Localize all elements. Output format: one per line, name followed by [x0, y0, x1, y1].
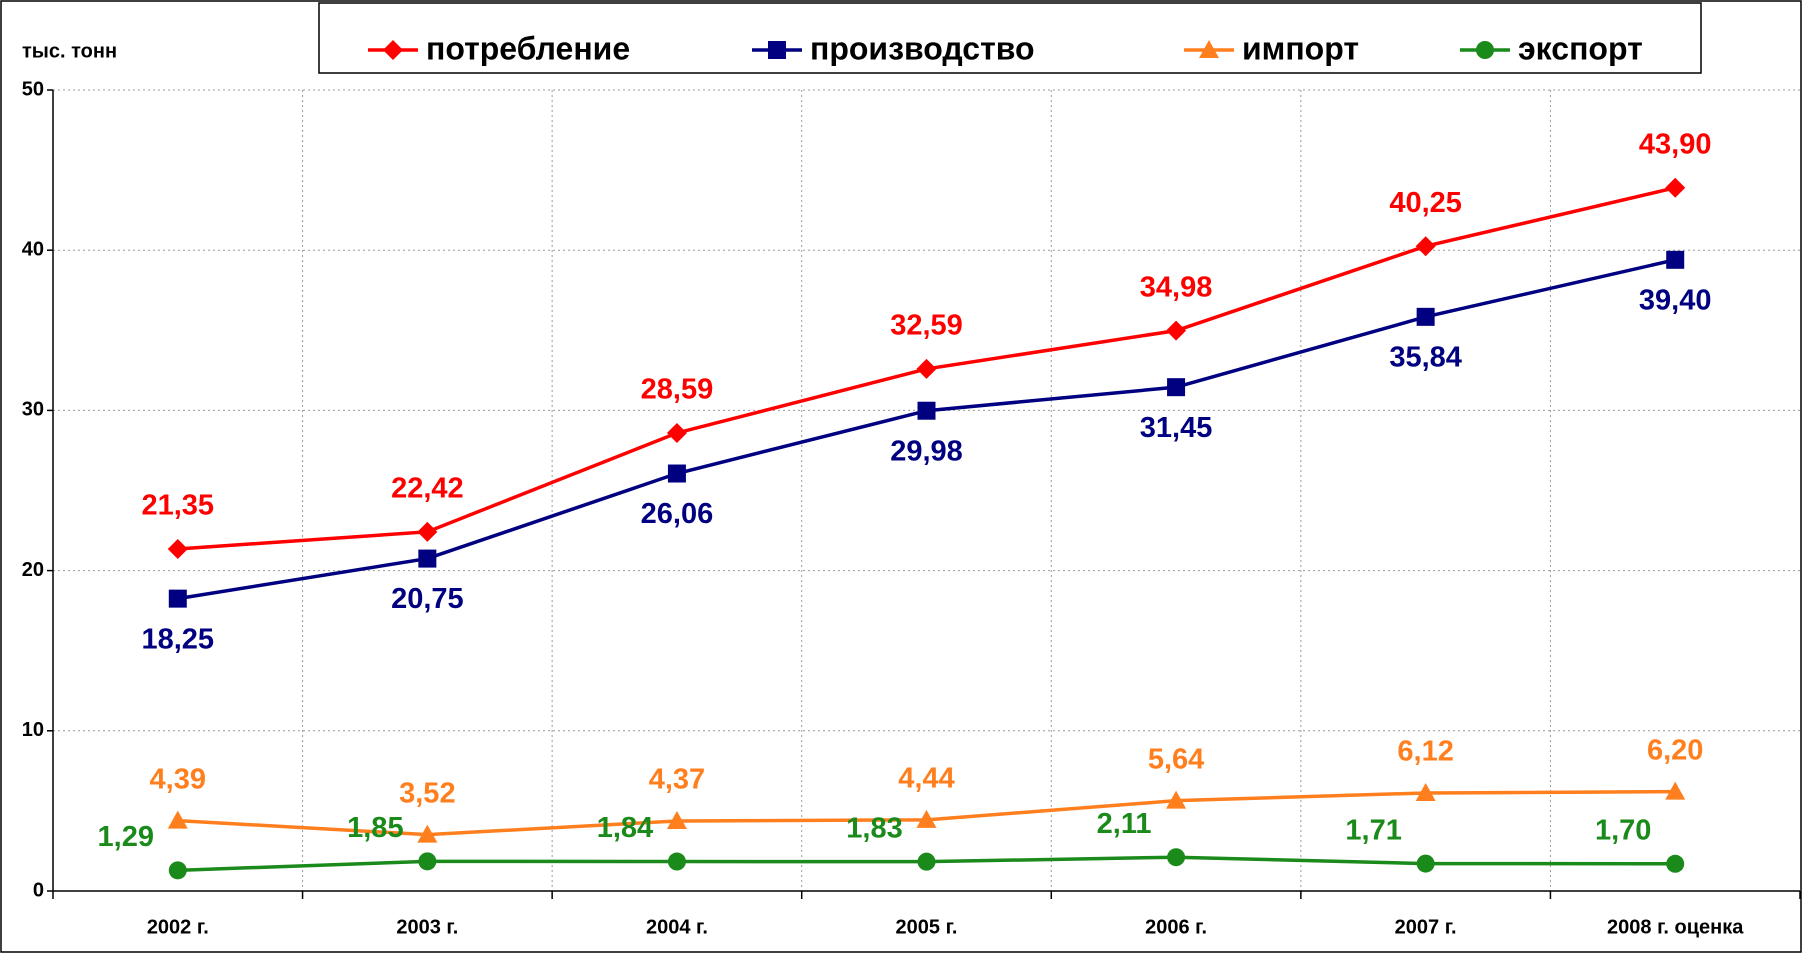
data-point — [167, 538, 188, 559]
data-point — [1665, 781, 1686, 800]
data-label: 31,45 — [1140, 412, 1213, 444]
data-point — [1415, 236, 1436, 257]
data-point — [916, 809, 937, 828]
data-label: 6,12 — [1397, 736, 1453, 768]
data-point — [1167, 848, 1186, 867]
data-label: 4,37 — [649, 764, 705, 796]
data-label: 39,40 — [1639, 284, 1712, 316]
data-point — [417, 824, 438, 843]
data-label: 2,11 — [1097, 808, 1152, 840]
data-point — [667, 852, 686, 871]
legend-marker — [1199, 40, 1219, 58]
data-label: 29,98 — [890, 435, 963, 467]
data-label: 3,52 — [399, 777, 455, 809]
data-point — [1415, 782, 1436, 801]
data-point — [1666, 854, 1685, 873]
data-point — [418, 852, 437, 871]
data-label: 43,90 — [1639, 128, 1712, 160]
x-tick-label: 2002 г. — [147, 916, 209, 938]
data-label: 5,64 — [1148, 743, 1204, 775]
data-point — [916, 358, 937, 379]
x-tick-label: 2008 г. оценка — [1607, 916, 1744, 938]
data-point — [1416, 307, 1435, 326]
data-point — [666, 422, 687, 443]
data-label: 40,25 — [1389, 187, 1462, 219]
data-point — [1416, 854, 1435, 873]
legend-box — [318, 2, 1702, 74]
data-label: 26,06 — [641, 498, 714, 530]
data-point — [1166, 320, 1187, 341]
y-tick-label: 20 — [22, 559, 44, 581]
y-tick-label: 0 — [33, 879, 44, 901]
data-point — [917, 401, 936, 420]
y-tick-label: 10 — [22, 719, 44, 741]
data-point — [917, 852, 936, 871]
y-tick-label: 50 — [22, 78, 44, 100]
data-point — [1666, 250, 1685, 269]
legend-marker — [383, 40, 403, 60]
data-point — [418, 549, 437, 568]
y-tick-label: 40 — [22, 238, 44, 260]
legend-label: экспорт — [1518, 30, 1643, 66]
x-tick-label: 2007 г. — [1395, 916, 1457, 938]
data-label: 28,59 — [641, 374, 714, 406]
data-label: 1,29 — [98, 821, 154, 853]
data-point — [1665, 177, 1686, 198]
y-axis-label: тыс. тонн — [22, 40, 117, 62]
data-label: 35,84 — [1389, 341, 1462, 373]
data-label: 1,85 — [347, 812, 403, 844]
data-point — [667, 464, 686, 483]
data-label: 32,59 — [890, 310, 963, 342]
x-tick-label: 2003 г. — [396, 916, 458, 938]
data-label: 1,83 — [846, 812, 902, 844]
legend-label: импорт — [1242, 30, 1359, 66]
data-point — [417, 521, 438, 542]
data-label: 4,39 — [150, 763, 206, 795]
data-label: 20,75 — [391, 583, 464, 615]
data-point — [666, 810, 687, 829]
data-label: 18,25 — [141, 623, 214, 655]
data-label: 22,42 — [391, 472, 464, 504]
data-label: 6,20 — [1647, 734, 1703, 766]
data-label: 1,70 — [1595, 814, 1651, 846]
data-point — [168, 861, 187, 880]
data-label: 1,71 — [1345, 814, 1401, 846]
data-label: 21,35 — [141, 490, 214, 522]
data-point — [1167, 378, 1186, 397]
data-label: 4,44 — [898, 763, 954, 795]
legend-marker — [1476, 41, 1494, 59]
x-tick-label: 2005 г. — [896, 916, 958, 938]
x-tick-label: 2006 г. — [1145, 916, 1207, 938]
data-point — [168, 589, 187, 608]
data-point — [1166, 790, 1187, 809]
legend-label: потребление — [426, 30, 630, 66]
data-point — [167, 810, 188, 829]
data-label: 34,98 — [1140, 271, 1213, 303]
y-tick-label: 30 — [22, 399, 44, 421]
x-tick-label: 2004 г. — [646, 916, 708, 938]
data-label: 1,84 — [597, 812, 653, 844]
legend-marker — [768, 41, 786, 59]
legend-label: производство — [810, 30, 1035, 66]
